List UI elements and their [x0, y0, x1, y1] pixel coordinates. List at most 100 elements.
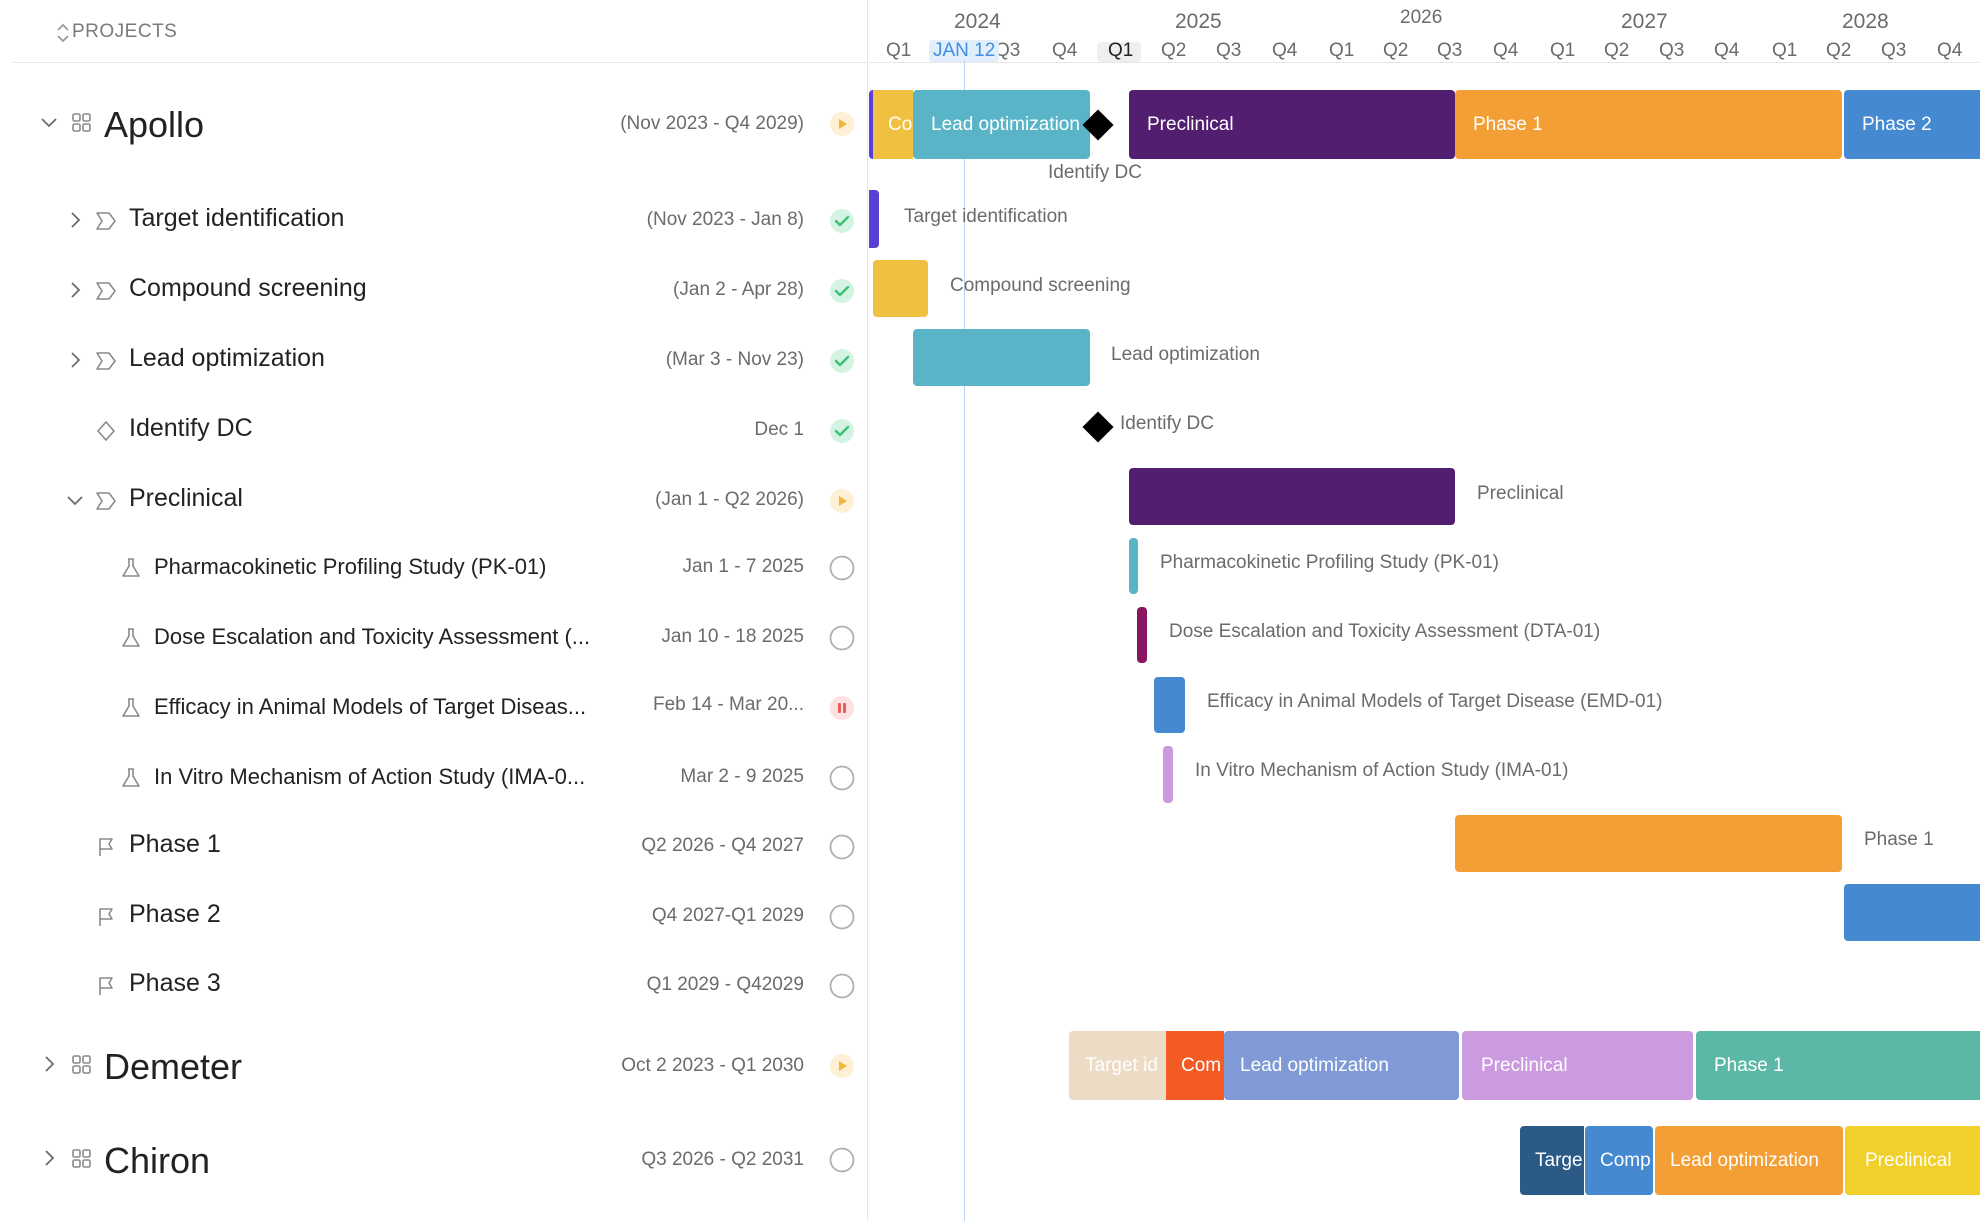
not-started-status-icon[interactable]: [829, 973, 855, 999]
demeter-bar-phase-1[interactable]: Phase 1: [1696, 1031, 1980, 1100]
not-started-status-icon[interactable]: [829, 834, 855, 860]
row-dates: (Nov 2023 - Q4 2029): [620, 113, 804, 134]
task-bar-phase-1[interactable]: [1455, 815, 1842, 872]
chevron-right-icon[interactable]: [64, 279, 86, 301]
task-bar-preclinical[interactable]: [1129, 468, 1455, 525]
quarter-label: Q2: [1161, 40, 1187, 61]
row-name: In Vitro Mechanism of Action Study (IMA-…: [154, 764, 586, 789]
done-check-icon[interactable]: [829, 208, 855, 234]
sort-icon[interactable]: [50, 20, 76, 46]
demeter-bar-preclinical[interactable]: Preclinical: [1462, 1031, 1693, 1100]
paused-status-icon[interactable]: [829, 695, 855, 721]
projects-header-label: PROJECTS: [72, 21, 178, 42]
task-bar-emd-01[interactable]: [1154, 677, 1185, 733]
task-row-preclinical[interactable]: Preclinical (Jan 1 - Q2 2026): [0, 480, 868, 520]
apollo-bar-phase-1[interactable]: Phase 1: [1455, 90, 1842, 159]
chiron-bar-preclinical[interactable]: Preclinical: [1845, 1126, 1980, 1195]
task-bar-pk-01[interactable]: [1129, 538, 1138, 594]
gantt-timeline[interactable]: 2024 2025 2026 2027 2028 Q1 Q3 Q4 Q1 Q2 …: [869, 0, 1980, 1221]
task-bar-compound-screening[interactable]: [873, 260, 928, 317]
chiron-bar-target-identification[interactable]: Targe: [1520, 1126, 1584, 1195]
demeter-bar-target-identification[interactable]: Target id: [1069, 1031, 1166, 1100]
chevron-right-icon[interactable]: [64, 349, 86, 371]
phase-row-phase-3[interactable]: Phase 3 Q1 2029 - Q42029: [0, 965, 868, 1005]
chevron-right-icon[interactable]: [64, 209, 86, 231]
row-dates: Mar 2 - 9 2025: [680, 766, 804, 787]
quarter-label: Q1: [1329, 40, 1355, 61]
row-dates: (Jan 1 - Q2 2026): [655, 489, 804, 510]
in-progress-status-icon[interactable]: [829, 488, 855, 514]
phase-row-phase-2[interactable]: Phase 2 Q4 2027-Q1 2029: [0, 896, 868, 936]
chiron-bar-lead-optimization[interactable]: Lead optimization: [1655, 1126, 1843, 1195]
not-started-status-icon[interactable]: [829, 904, 855, 930]
row-dates: (Nov 2023 - Jan 8): [646, 209, 804, 230]
apollo-bar-preclinical[interactable]: Preclinical: [1129, 90, 1455, 159]
task-milestone-identify-dc[interactable]: [1082, 411, 1114, 443]
apollo-bar-compound-screening[interactable]: Co: [873, 90, 913, 159]
quarter-label: Q4: [1714, 40, 1740, 61]
row-dates: (Mar 3 - Nov 23): [665, 349, 804, 370]
task-bar-phase-2[interactable]: [1844, 884, 1980, 941]
flask-icon: [122, 628, 140, 647]
task-bar-dta-01[interactable]: [1137, 607, 1147, 663]
today-line: [964, 60, 965, 1221]
row-name: Target identification: [129, 204, 345, 232]
row-name: Preclinical: [129, 484, 243, 512]
project-grid-icon: [72, 1055, 91, 1074]
task-bar-label: Phase 1: [1864, 829, 1934, 850]
project-row-chiron[interactable]: Chiron Q3 2026 - Q2 2031: [0, 1134, 868, 1186]
project-row-apollo[interactable]: Apollo (Nov 2023 - Q4 2029): [0, 98, 868, 150]
apollo-bar-phase-2[interactable]: Phase 2: [1844, 90, 1980, 159]
demeter-bar-lead-optimization[interactable]: Lead optimization: [1224, 1031, 1459, 1100]
not-started-status-icon[interactable]: [829, 765, 855, 791]
bar-label: Preclinical: [1481, 1054, 1568, 1076]
project-list-panel: PROJECTS Apollo (Nov 2023 - Q4 2029): [0, 0, 868, 1221]
task-bar-label: Preclinical: [1477, 483, 1564, 504]
task-bar-ima-01[interactable]: [1163, 746, 1173, 803]
quarter-label: Q2: [1604, 40, 1630, 61]
bar-label: Target id: [1085, 1054, 1158, 1076]
chevron-right-icon[interactable]: [38, 1053, 60, 1075]
bar-label: Lead optimization: [931, 113, 1080, 135]
task-bar-label: Compound screening: [950, 275, 1131, 296]
study-row-pk-01[interactable]: Pharmacokinetic Profiling Study (PK-01) …: [0, 550, 868, 586]
today-marker-label: JAN 12: [929, 40, 1000, 62]
in-progress-status-icon[interactable]: [829, 1053, 855, 1079]
not-started-status-icon[interactable]: [829, 625, 855, 651]
project-row-demeter[interactable]: Demeter Oct 2 2023 - Q1 2030: [0, 1040, 868, 1092]
not-started-status-icon[interactable]: [829, 555, 855, 581]
phase-tag-icon: [96, 212, 116, 230]
bar-label: Phase 2: [1862, 113, 1932, 135]
chevron-down-icon[interactable]: [38, 111, 60, 133]
task-bar-target-identification[interactable]: [869, 190, 879, 248]
row-dates: Q3 2026 - Q2 2031: [641, 1149, 804, 1170]
study-row-ima-01[interactable]: In Vitro Mechanism of Action Study (IMA-…: [0, 760, 868, 796]
task-row-compound-screening[interactable]: Compound screening (Jan 2 - Apr 28): [0, 270, 868, 310]
current-quarter-highlight: [1097, 42, 1141, 62]
apollo-bar-target-identification[interactable]: [869, 90, 873, 159]
study-row-dta-01[interactable]: Dose Escalation and Toxicity Assessment …: [0, 620, 868, 656]
task-row-lead-optimization[interactable]: Lead optimization (Mar 3 - Nov 23): [0, 340, 868, 380]
row-name: Efficacy in Animal Models of Target Dise…: [154, 694, 587, 719]
quarter-label: Q3: [1659, 40, 1685, 61]
done-check-icon[interactable]: [829, 348, 855, 374]
row-dates: Feb 14 - Mar 20...: [652, 694, 804, 715]
phase-row-phase-1[interactable]: Phase 1 Q2 2026 - Q4 2027: [0, 826, 868, 866]
task-bar-label: Pharmacokinetic Profiling Study (PK-01): [1160, 552, 1499, 573]
chiron-bar-compound-screening[interactable]: Comp: [1585, 1126, 1653, 1195]
not-started-status-icon[interactable]: [829, 1147, 855, 1173]
bar-label: Targe: [1535, 1149, 1583, 1171]
task-bar-lead-optimization[interactable]: [913, 329, 1090, 386]
milestone-row-identify-dc[interactable]: Identify DC Dec 1: [0, 410, 868, 450]
done-check-icon[interactable]: [829, 418, 855, 444]
timeline-header: 2024 2025 2026 2027 2028 Q1 Q3 Q4 Q1 Q2 …: [869, 0, 1980, 63]
study-row-emd-01[interactable]: Efficacy in Animal Models of Target Dise…: [0, 690, 868, 726]
done-check-icon[interactable]: [829, 278, 855, 304]
chevron-down-icon[interactable]: [64, 489, 86, 511]
chevron-right-icon[interactable]: [38, 1147, 60, 1169]
task-row-target-identification[interactable]: Target identification (Nov 2023 - Jan 8): [0, 200, 868, 240]
demeter-bar-compound-screening[interactable]: Com: [1166, 1031, 1224, 1100]
row-name: Lead optimization: [129, 344, 325, 372]
apollo-bar-lead-optimization[interactable]: Lead optimization: [913, 90, 1090, 159]
in-progress-status-icon[interactable]: [829, 111, 855, 137]
